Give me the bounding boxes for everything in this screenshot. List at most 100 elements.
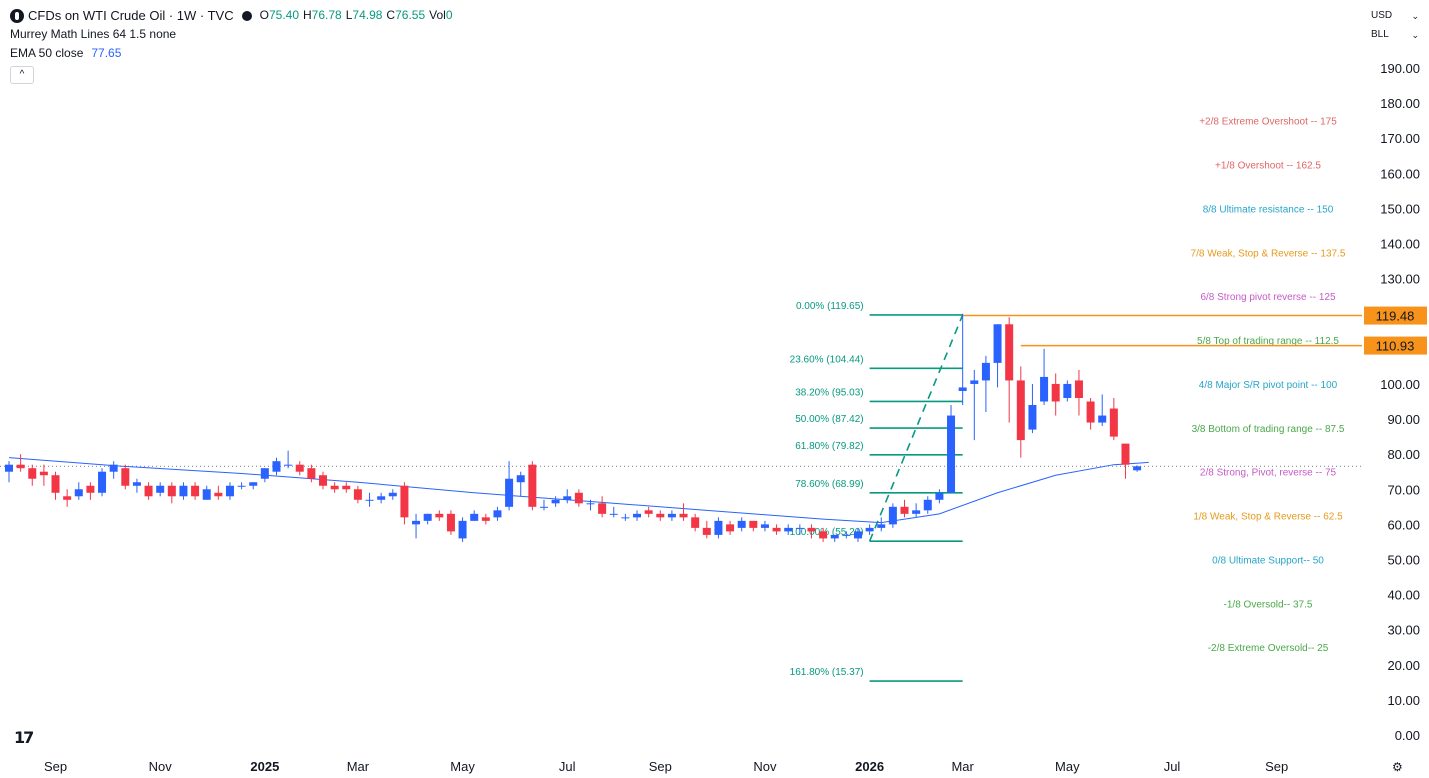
tradingview-logo-icon[interactable]: 17 bbox=[14, 728, 34, 747]
candle-body bbox=[156, 485, 165, 493]
currency-select[interactable]: USD ⌄ bbox=[1367, 8, 1421, 24]
murrey-line-label: 3/8 Bottom of trading range -- 87.5 bbox=[1192, 424, 1345, 435]
candle-body bbox=[388, 492, 397, 497]
fib-level-label: 38.20% (95.03) bbox=[795, 387, 863, 398]
market-status-icon bbox=[241, 10, 252, 21]
candle-body bbox=[586, 503, 595, 505]
candle-body bbox=[295, 464, 304, 472]
ohlc-key: C bbox=[386, 8, 396, 22]
indicator-ema-row[interactable]: EMA 50 close 77.65 bbox=[10, 44, 457, 63]
y-tick-label: 140.00 bbox=[1380, 237, 1420, 252]
candle-body bbox=[377, 496, 386, 500]
ohlc-key: H bbox=[303, 8, 312, 22]
murrey-line-label: 7/8 Weak, Stop & Reverse -- 137.5 bbox=[1191, 248, 1346, 259]
ohlc-values: O75.40 H76.78 L74.98 C76.55 Vol0 bbox=[260, 6, 457, 25]
candle-body bbox=[947, 415, 956, 493]
candle-body bbox=[423, 513, 432, 521]
y-tick-label: 100.00 bbox=[1380, 377, 1420, 392]
candle-body bbox=[865, 527, 874, 532]
indicator-murrey-row[interactable]: Murrey Math Lines 64 1.5 none bbox=[10, 25, 457, 44]
ohlc-value: 75.40 bbox=[268, 8, 299, 22]
ohlc-key: Vol bbox=[429, 8, 446, 22]
fib-level-label: 78.60% (68.99) bbox=[795, 479, 863, 490]
scale-select[interactable]: BLL ⌄ bbox=[1367, 27, 1421, 43]
chevron-down-icon: ⌄ bbox=[1411, 11, 1419, 21]
chevron-down-icon: ⌄ bbox=[1411, 30, 1419, 40]
candle-body bbox=[435, 513, 444, 518]
candle-body bbox=[237, 485, 246, 487]
ohlc-value: 74.98 bbox=[352, 8, 383, 22]
candle-body bbox=[1028, 405, 1037, 430]
murrey-line-label: -2/8 Extreme Oversold-- 25 bbox=[1208, 643, 1329, 654]
candle-body bbox=[16, 464, 25, 469]
x-tick-label: Mar bbox=[951, 759, 974, 774]
candle-body bbox=[819, 531, 828, 539]
candle-body bbox=[446, 513, 455, 532]
candle-body bbox=[109, 464, 118, 472]
candle-body bbox=[749, 520, 758, 528]
candle-body bbox=[1074, 380, 1083, 398]
candle-body bbox=[5, 464, 13, 472]
murrey-line-label: 8/8 Ultimate resistance -- 150 bbox=[1203, 204, 1334, 215]
candle-body bbox=[260, 468, 269, 479]
candle-body bbox=[28, 468, 37, 479]
y-tick-label: 160.00 bbox=[1380, 166, 1420, 181]
candle-body bbox=[679, 513, 688, 518]
candle-body bbox=[470, 513, 479, 521]
fib-level-label: 0.00% (119.65) bbox=[796, 301, 864, 312]
candle-body bbox=[830, 534, 839, 539]
candle-body bbox=[609, 513, 618, 515]
x-tick-label: Jul bbox=[1164, 759, 1181, 774]
fib-level-label: 61.80% (79.82) bbox=[795, 441, 863, 452]
candle-body bbox=[900, 506, 909, 514]
candle-body bbox=[877, 524, 886, 528]
y-tick-label: 20.00 bbox=[1387, 658, 1420, 673]
ohlc-key: O bbox=[259, 8, 269, 22]
candle-body bbox=[1040, 376, 1049, 402]
y-tick-label: 30.00 bbox=[1387, 623, 1420, 638]
murrey-line-label: 4/8 Major S/R pivot point -- 100 bbox=[1199, 380, 1338, 391]
x-tick-label: Nov bbox=[149, 759, 173, 774]
indicator-murrey-label: Murrey Math Lines 64 1.5 none bbox=[10, 27, 177, 41]
y-tick-label: 60.00 bbox=[1387, 517, 1420, 532]
murrey-line-label: 6/8 Strong pivot reverse -- 125 bbox=[1200, 292, 1336, 303]
y-tick-label: 40.00 bbox=[1387, 588, 1420, 603]
candle-body bbox=[737, 520, 746, 528]
candle-body bbox=[505, 478, 514, 507]
murrey-line-label: +2/8 Extreme Overshoot -- 175 bbox=[1199, 117, 1337, 128]
murrey-line-label: 2/8 Strong, Pivot, reverse -- 75 bbox=[1200, 468, 1337, 479]
candle-body bbox=[702, 527, 711, 535]
candle-body bbox=[714, 520, 723, 535]
candle-body bbox=[342, 485, 351, 490]
fib-level-label: 161.80% (15.37) bbox=[790, 667, 864, 678]
murrey-line-label: 1/8 Weak, Stop & Reverse -- 62.5 bbox=[1193, 512, 1343, 523]
symbol-row[interactable]: CFDs on WTI Crude Oil · 1W · TVC O75.40 H… bbox=[10, 6, 457, 25]
gear-icon[interactable]: ⚙ bbox=[1392, 760, 1403, 774]
candle-body bbox=[307, 468, 316, 479]
symbol-title[interactable]: CFDs on WTI Crude Oil · 1W · TVC bbox=[28, 8, 234, 23]
candle-body bbox=[970, 380, 979, 384]
candle-body bbox=[458, 520, 467, 539]
candle-body bbox=[981, 362, 990, 381]
scale-value: BLL bbox=[1371, 29, 1389, 40]
candle-body bbox=[1086, 401, 1095, 423]
indicator-ema-value: 77.65 bbox=[91, 46, 122, 60]
candle-body bbox=[330, 485, 339, 490]
ohlc-value: 76.78 bbox=[311, 8, 342, 22]
candle-body bbox=[1133, 466, 1142, 471]
candle-body bbox=[726, 524, 735, 532]
candle-body bbox=[284, 464, 293, 466]
ohlc-value: 76.55 bbox=[395, 8, 426, 22]
ohlc-value: 0 bbox=[445, 8, 453, 22]
price-label-box bbox=[1364, 306, 1427, 325]
x-tick-label: Sep bbox=[1265, 759, 1288, 774]
collapse-legend-button[interactable]: ^ bbox=[10, 66, 34, 84]
candle-body bbox=[935, 492, 944, 500]
candle-body bbox=[412, 520, 421, 525]
candle-body bbox=[202, 489, 211, 500]
candle-body bbox=[656, 513, 665, 518]
y-tick-label: 180.00 bbox=[1380, 96, 1420, 111]
candle-body bbox=[400, 485, 409, 518]
oil-drop-icon bbox=[10, 8, 24, 23]
